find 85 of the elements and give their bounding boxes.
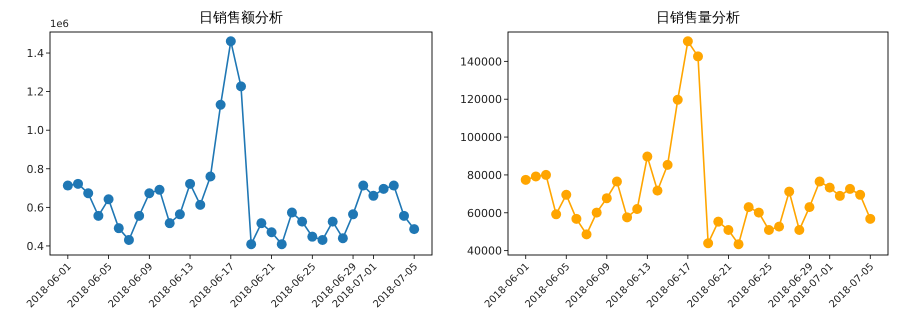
point <box>602 193 612 204</box>
point <box>205 171 216 182</box>
point <box>246 239 256 250</box>
point <box>582 229 592 240</box>
point <box>723 225 734 236</box>
point <box>520 174 531 185</box>
point <box>551 209 562 220</box>
point <box>164 218 175 228</box>
point <box>652 186 662 196</box>
point <box>216 100 226 110</box>
point <box>865 214 876 224</box>
point <box>682 36 693 46</box>
point <box>571 214 582 224</box>
y-tick-label: 100000 <box>460 131 502 144</box>
point <box>317 234 328 245</box>
point <box>774 222 784 232</box>
point <box>804 202 814 212</box>
y-tick-label: 1.4 <box>26 47 44 60</box>
point <box>73 178 84 189</box>
point <box>62 180 73 191</box>
point <box>409 224 420 234</box>
point <box>358 180 368 191</box>
y-tick-label: 0.4 <box>26 240 44 253</box>
y-tick-label: 60000 <box>467 206 502 220</box>
chart-title: 日销售量分析 <box>656 10 740 26</box>
point <box>378 184 389 194</box>
point <box>144 188 154 198</box>
point <box>338 233 348 244</box>
point <box>368 190 378 201</box>
y-tick-label: 1.2 <box>26 86 44 99</box>
point <box>276 239 287 250</box>
y-tick-label: 0.8 <box>26 162 44 176</box>
point <box>348 209 358 220</box>
point <box>297 216 308 227</box>
point <box>134 210 144 221</box>
point <box>784 186 794 197</box>
point <box>185 178 196 189</box>
point <box>592 208 602 218</box>
point <box>734 239 744 250</box>
point <box>256 218 266 228</box>
point <box>307 232 318 242</box>
point <box>530 171 541 182</box>
point <box>236 81 246 92</box>
point <box>622 212 632 222</box>
point <box>612 176 622 187</box>
chart-title: 日销售额分析 <box>199 10 283 26</box>
point <box>266 227 277 238</box>
point <box>834 190 845 201</box>
point <box>764 225 774 236</box>
point <box>561 190 572 200</box>
point <box>794 225 804 236</box>
y-tick-label: 40000 <box>467 244 502 258</box>
point <box>672 94 683 105</box>
point <box>83 188 94 198</box>
text: 1e6 <box>50 19 69 30</box>
point <box>104 194 114 204</box>
point <box>328 216 338 227</box>
point <box>154 184 165 195</box>
y-tick-label: 140000 <box>460 55 502 68</box>
point <box>195 200 206 210</box>
point <box>703 238 714 248</box>
point <box>824 182 835 193</box>
point <box>754 208 764 218</box>
point <box>744 202 754 212</box>
point <box>93 210 104 221</box>
point <box>662 160 673 170</box>
point <box>174 209 185 220</box>
point <box>855 190 866 200</box>
point <box>388 180 399 191</box>
point <box>398 210 409 221</box>
point <box>642 152 652 162</box>
point <box>814 176 825 187</box>
point <box>286 208 297 218</box>
point <box>114 223 124 234</box>
point <box>693 51 703 62</box>
y-tick-label: 120000 <box>460 93 502 106</box>
point <box>845 184 855 194</box>
point <box>124 234 134 245</box>
y-tick-label: 1.0 <box>26 124 44 138</box>
y-tick-label: 0.6 <box>26 201 44 214</box>
point <box>226 36 236 46</box>
point <box>541 170 551 180</box>
point <box>632 204 642 214</box>
y-tick-label: 80000 <box>467 168 502 182</box>
point <box>713 216 724 227</box>
